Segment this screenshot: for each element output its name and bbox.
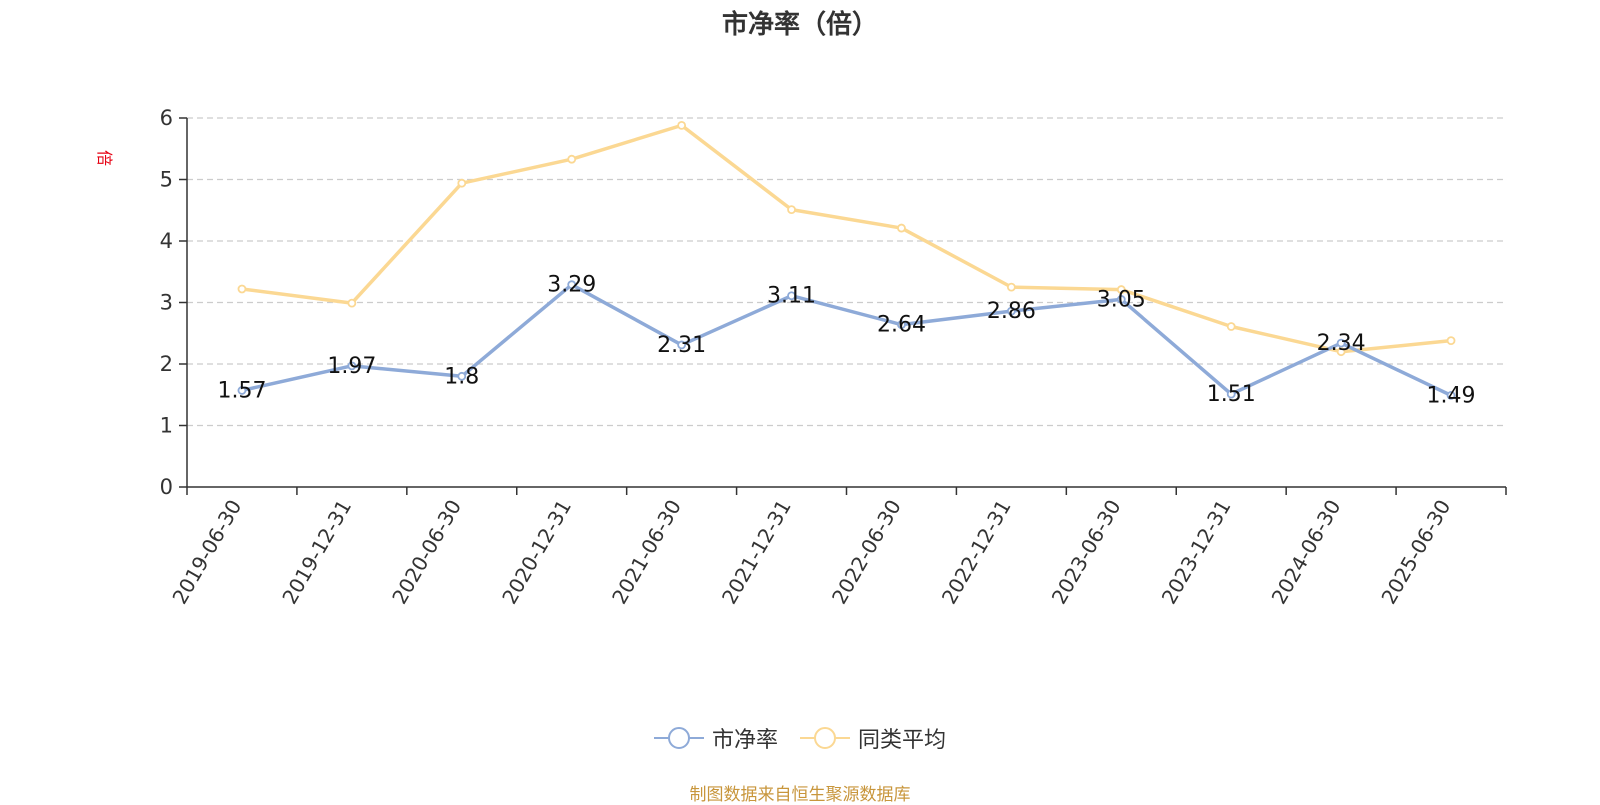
x-tick-label: 2021-06-30	[607, 496, 686, 609]
x-tick-label: 2019-12-31	[277, 496, 356, 609]
legend-swatch-peer-average	[800, 727, 850, 749]
data-point-series-1	[1446, 336, 1456, 346]
data-source-note: 制图数据来自恒生聚源数据库	[689, 785, 911, 805]
data-point-series-0	[1446, 390, 1456, 400]
data-label: 2.86	[987, 299, 1036, 324]
data-point-series-1	[1006, 282, 1016, 292]
data-point-series-0	[237, 386, 247, 395]
y-tick-label: 0	[160, 475, 173, 499]
data-point-series-1	[1336, 347, 1346, 357]
x-tick-label: 2024-06-30	[1267, 496, 1346, 609]
y-tick-label: 6	[160, 106, 173, 130]
legend-item-pb[interactable]: 市净率	[653, 722, 778, 754]
y-tick-label: 4	[160, 229, 173, 253]
legend-label-peer-average: 同类平均	[858, 728, 947, 753]
x-tick-label: 2025-06-30	[1376, 496, 1455, 609]
x-tick-label: 2020-12-31	[497, 496, 576, 609]
data-point-series-0	[1116, 295, 1126, 304]
series-line-0	[241, 282, 1452, 397]
data-point-series-1	[787, 205, 796, 215]
data-point-series-1	[1226, 322, 1236, 331]
x-tick-label: 2023-06-30	[1047, 496, 1126, 609]
data-point-series-1	[677, 120, 687, 130]
data-label: 1.49	[1427, 383, 1476, 408]
data-point-series-0	[1226, 389, 1236, 399]
x-tick-label: 2023-12-31	[1157, 496, 1236, 609]
data-label: 1.8	[444, 364, 479, 389]
data-label: 3.29	[547, 273, 596, 298]
chart-title: 市净率（倍）	[721, 10, 878, 40]
data-point-series-1	[567, 154, 577, 164]
data-point-series-1	[237, 284, 247, 294]
y-tick-label: 5	[160, 168, 173, 192]
x-tick-label: 2020-06-30	[387, 495, 466, 608]
y-tick-label: 1	[160, 414, 173, 438]
data-label: 2.34	[1317, 331, 1366, 356]
x-tick-label: 2019-06-30	[167, 496, 246, 609]
x-tick-label: 2022-12-31	[937, 496, 1016, 609]
x-tick-label: 2021-12-31	[717, 496, 796, 609]
legend-label-pb: 市净率	[711, 728, 778, 753]
data-label: 1.57	[217, 378, 266, 403]
data-point-series-1	[457, 178, 467, 188]
data-label: 2.64	[877, 313, 926, 338]
legend-swatch-pb	[653, 727, 704, 749]
y-tick-label: 3	[160, 291, 173, 315]
data-label: 1.97	[327, 354, 376, 379]
data-label: 3.05	[1097, 287, 1146, 312]
data-label: 2.31	[657, 333, 706, 358]
data-point-series-0	[897, 320, 906, 330]
data-point-series-0	[457, 371, 467, 381]
legend-item-peer-average[interactable]: 同类平均	[800, 722, 946, 754]
data-point-series-1	[347, 298, 357, 308]
data-point-series-1	[1116, 285, 1126, 294]
data-point-series-0	[567, 280, 577, 290]
data-point-series-0	[787, 291, 796, 301]
data-point-series-0	[1336, 338, 1346, 348]
data-label: 1.51	[1207, 382, 1256, 407]
data-point-series-0	[1006, 306, 1016, 316]
legend: 市净率 同类平均	[0, 722, 1600, 754]
y-tick-label: 2	[160, 352, 173, 376]
series-line-1	[241, 123, 1452, 354]
data-point-series-0	[677, 340, 687, 350]
x-tick-label: 2022-06-30	[827, 496, 906, 609]
data-point-series-1	[897, 223, 906, 233]
data-label: 3.11	[767, 284, 816, 309]
data-point-series-0	[347, 361, 357, 371]
